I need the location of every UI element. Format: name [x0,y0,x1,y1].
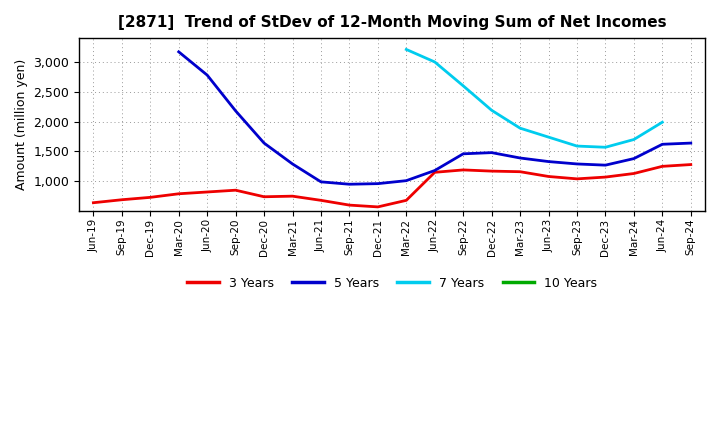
Legend: 3 Years, 5 Years, 7 Years, 10 Years: 3 Years, 5 Years, 7 Years, 10 Years [182,272,602,295]
Y-axis label: Amount (million yen): Amount (million yen) [15,59,28,190]
Title: [2871]  Trend of StDev of 12-Month Moving Sum of Net Incomes: [2871] Trend of StDev of 12-Month Moving… [118,15,667,30]
